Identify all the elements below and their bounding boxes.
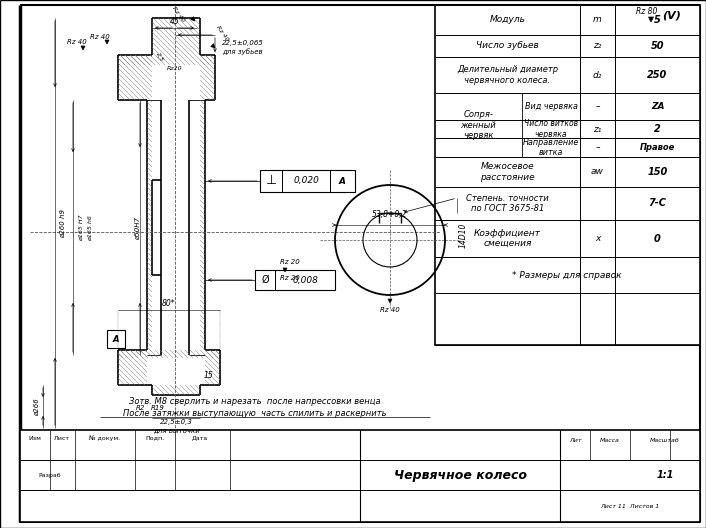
Text: для зубьев: для зубьев [222, 49, 263, 55]
Text: 0,008: 0,008 [292, 276, 318, 285]
Text: 7-С: 7-С [649, 199, 666, 209]
Text: Лист: Лист [54, 436, 70, 440]
Text: Rz20: Rz20 [167, 65, 183, 71]
Text: Степень. точности
по ГОСТ 3675-81: Степень. точности по ГОСТ 3675-81 [466, 194, 549, 213]
Text: Лит: Лит [569, 438, 581, 442]
Text: 22,5±0,3: 22,5±0,3 [160, 419, 193, 425]
Text: 2,5: 2,5 [155, 51, 164, 63]
Text: Коэффициент
смещения: Коэффициент смещения [474, 229, 541, 248]
Text: Число витков
червяка: Число витков червяка [524, 119, 578, 139]
Text: После затяжки выступающую  часть спилить и раскернить: После затяжки выступающую часть спилить … [124, 410, 387, 419]
Text: A: A [338, 176, 345, 185]
Text: для выточки: для выточки [152, 427, 199, 433]
Bar [435, 5, 700, 345]
Bar [260, 170, 355, 192]
Text: Червячное колесо: Червячное колесо [393, 468, 527, 482]
Polygon shape [105, 40, 109, 44]
Text: 2: 2 [654, 124, 661, 134]
Text: A: A [113, 335, 119, 344]
Text: Разраб: Разраб [39, 473, 61, 477]
Text: Правое: Правое [640, 143, 675, 152]
Text: ø260 h9: ø260 h9 [60, 209, 66, 238]
Text: (V): (V) [662, 10, 681, 20]
Text: Масса: Масса [600, 438, 620, 442]
Text: * Размеры для справок: * Размеры для справок [513, 270, 622, 279]
Text: 150: 150 [647, 167, 668, 177]
Text: R19: R19 [151, 405, 165, 411]
Text: m: m [593, 15, 602, 24]
Text: Rz 40: Rz 40 [67, 39, 87, 45]
Text: 1:1: 1:1 [657, 470, 674, 480]
Text: 45: 45 [170, 17, 180, 26]
Text: 22,5±0,065: 22,5±0,065 [222, 40, 264, 46]
Text: d₂: d₂ [593, 71, 602, 80]
Text: 50: 50 [651, 41, 664, 51]
Text: Направление
витка: Направление витка [523, 138, 579, 157]
Text: Rz 40: Rz 40 [171, 5, 185, 23]
Text: Зотв. М8 сверлить и нарезать  после напрессовки венца: Зотв. М8 сверлить и нарезать после напре… [129, 398, 381, 407]
Text: 14D10: 14D10 [458, 222, 467, 248]
Text: Число зубьев: Число зубьев [476, 42, 539, 51]
Text: ø266: ø266 [34, 398, 40, 416]
Text: Подп.: Подп. [145, 436, 164, 440]
Text: Делительный диаметр
червячного колеса.: Делительный диаметр червячного колеса. [457, 65, 558, 84]
Text: № докум.: № докум. [90, 435, 121, 441]
Polygon shape [211, 44, 215, 48]
Polygon shape [388, 299, 392, 303]
Text: 0,020: 0,020 [293, 176, 319, 185]
Text: Rz 40: Rz 40 [90, 34, 110, 40]
Text: Rz 80: Rz 80 [636, 7, 658, 16]
Text: Дата: Дата [192, 436, 208, 440]
Text: Вид червяка: Вид червяка [525, 102, 578, 111]
Text: Rz 20: Rz 20 [280, 259, 300, 265]
Text: 53,8+0,2: 53,8+0,2 [372, 211, 408, 220]
Text: Масштаб: Масштаб [650, 438, 680, 442]
Text: Rz 20: Rz 20 [280, 275, 300, 281]
Text: 80*: 80* [162, 299, 176, 308]
Text: Сопря-
женный
червяк: Сопря- женный червяк [460, 110, 496, 140]
Bar [20, 430, 700, 522]
Polygon shape [283, 268, 287, 272]
Text: 250: 250 [647, 70, 668, 80]
Bar [255, 270, 335, 290]
Text: z₂: z₂ [593, 42, 602, 51]
Text: ZA: ZA [651, 102, 664, 111]
Text: ø165 H7: ø165 H7 [78, 215, 83, 241]
Text: ø50H7: ø50H7 [135, 216, 141, 240]
Text: 5: 5 [654, 15, 661, 25]
Text: Ø: Ø [261, 275, 269, 285]
Polygon shape [191, 17, 195, 21]
Text: Rz 40: Rz 40 [215, 24, 229, 42]
Text: ø165 h6: ø165 h6 [88, 215, 92, 241]
Text: ⊥: ⊥ [265, 174, 277, 187]
Text: Модуль: Модуль [489, 15, 525, 24]
Text: –: – [595, 143, 600, 152]
Polygon shape [649, 17, 654, 22]
Text: z₁: z₁ [593, 125, 602, 134]
Text: Rz 40: Rz 40 [380, 307, 400, 313]
Text: x: x [595, 234, 600, 243]
Text: Межосевое
расстояние: Межосевое расстояние [480, 162, 535, 182]
Text: 15: 15 [203, 371, 213, 380]
Text: 0: 0 [654, 233, 661, 243]
Text: Изм: Изм [28, 436, 42, 440]
Text: –: – [595, 102, 600, 111]
Polygon shape [81, 46, 85, 50]
Text: Лист 11  Листов 1: Лист 11 Листов 1 [600, 504, 659, 508]
Text: R2: R2 [136, 405, 145, 411]
Bar [107, 330, 125, 348]
Text: аw: аw [591, 167, 604, 176]
